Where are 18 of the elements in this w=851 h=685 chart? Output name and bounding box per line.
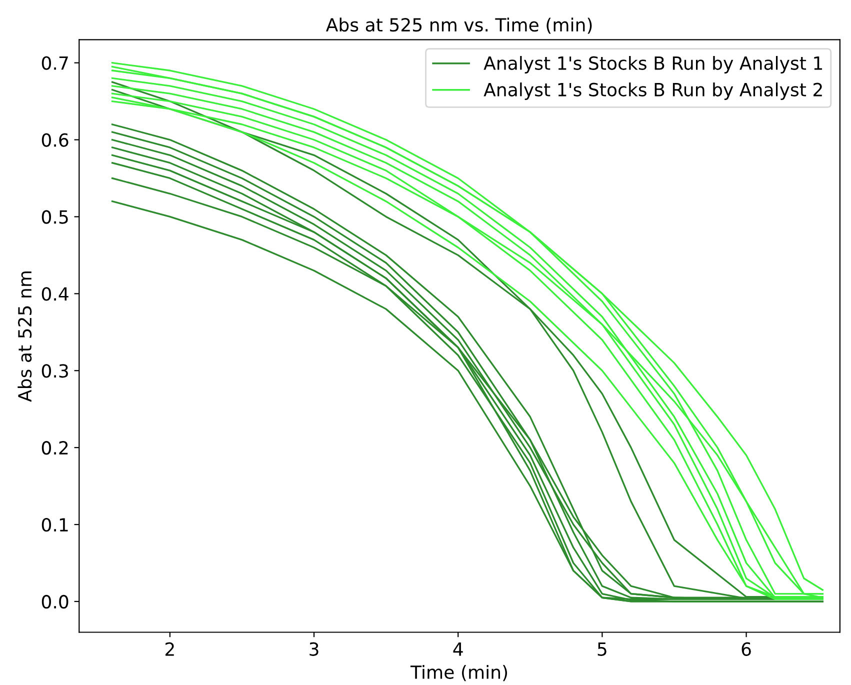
y-tick-label: 0.1 <box>42 518 68 532</box>
y-tick-label: 0.3 <box>42 364 68 378</box>
chart-title: Abs at 525 nm vs. Time (min) <box>326 18 592 34</box>
legend-label: Analyst 1's Stocks B Run by Analyst 1 <box>484 56 822 74</box>
y-tick-label: 0.7 <box>42 56 68 70</box>
x-axis-title: Time (min) <box>410 665 508 682</box>
x-tick-label: 5 <box>598 642 606 656</box>
x-tick-label: 2 <box>166 642 174 656</box>
y-tick-label: 0.2 <box>42 441 68 455</box>
y-tick-label: 0.6 <box>42 133 68 147</box>
y-tick-label: 0.0 <box>42 594 68 609</box>
y-tick-label: 0.4 <box>42 287 68 301</box>
y-tick-label: 0.5 <box>42 210 68 224</box>
y-axis-title: Abs at 525 nm <box>18 271 32 402</box>
x-tick-label: 6 <box>742 642 751 656</box>
x-tick-label: 4 <box>453 642 463 656</box>
legend-label: Analyst 1's Stocks B Run by Analyst 2 <box>484 82 822 100</box>
x-tick-label: 3 <box>310 642 318 656</box>
